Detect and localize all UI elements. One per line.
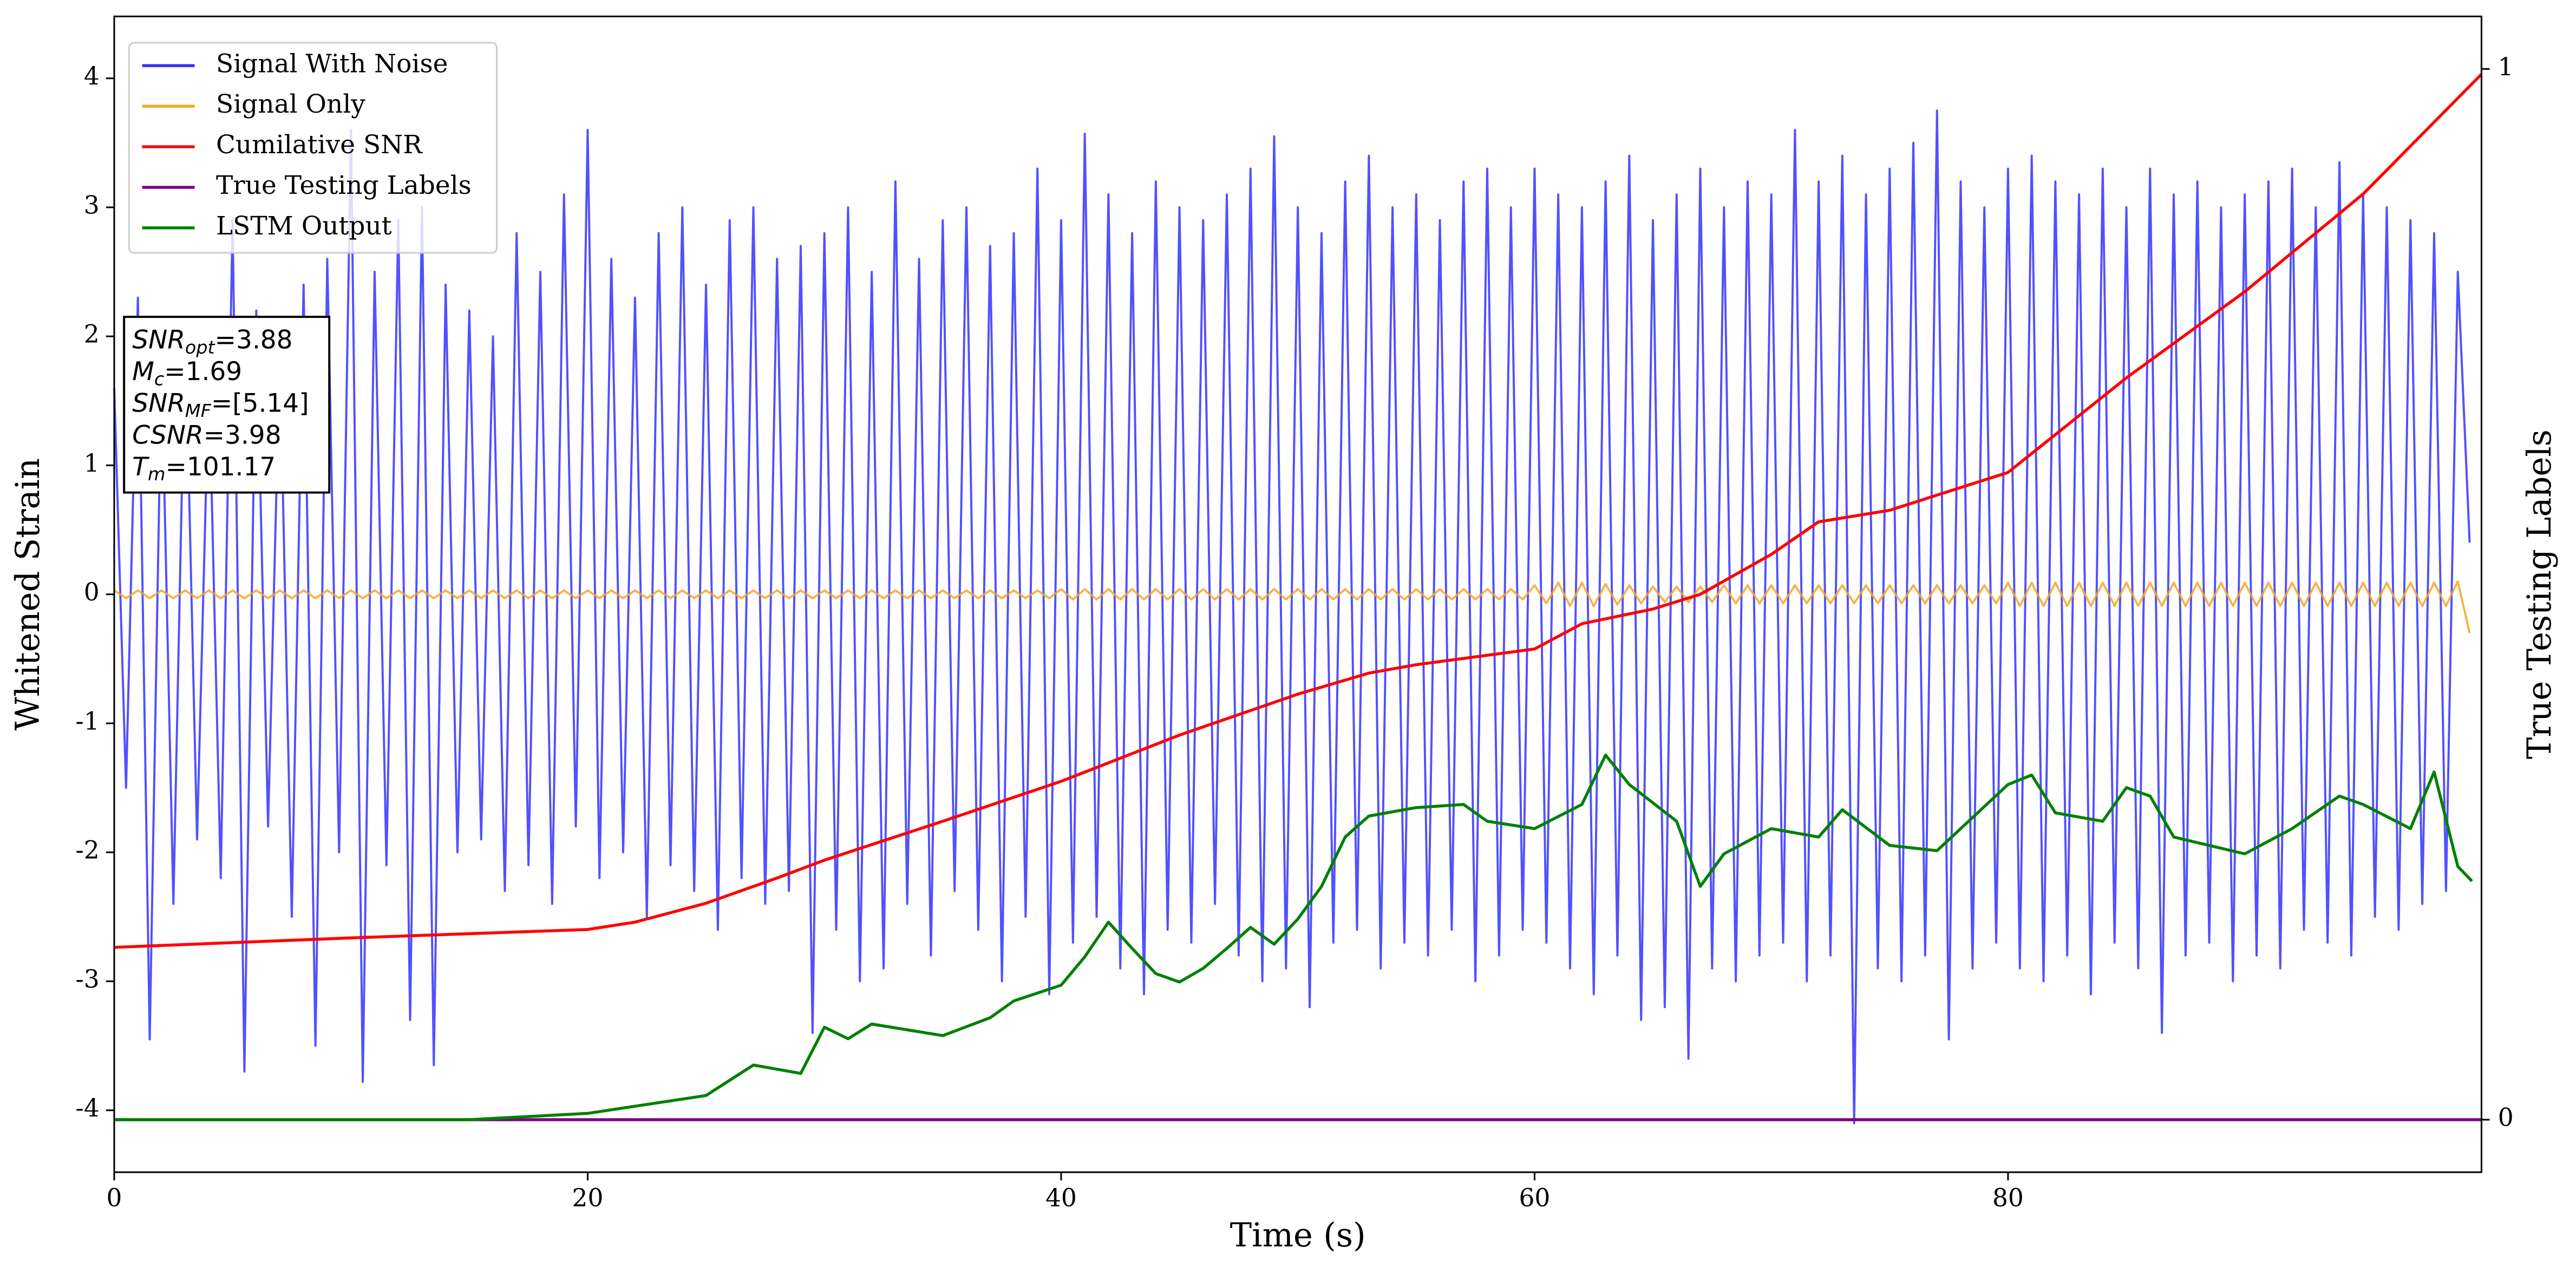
x-tick-label: 20 xyxy=(572,1184,604,1212)
annotation-frame xyxy=(123,316,331,494)
y-tick-label: 1 xyxy=(84,449,100,478)
legend-box xyxy=(128,42,498,254)
y-tick-label: -3 xyxy=(75,965,99,994)
y-tick-label: -1 xyxy=(75,707,99,735)
y-tick-label: -2 xyxy=(75,836,99,865)
annotation-value: =3.98 xyxy=(204,420,282,450)
x-tick-label: 40 xyxy=(1045,1184,1077,1212)
annotation-value: =[5.14] xyxy=(211,388,309,418)
annotation-box: SNRopt=3.88Mc=1.69SNRMF=[5.14]CSNR=3.98T… xyxy=(123,316,331,494)
annotation-symbol: T xyxy=(132,452,149,481)
annotation-symbol: CSNR xyxy=(132,420,203,450)
series-line xyxy=(113,580,2471,633)
legend-label: Signal Only xyxy=(216,89,365,119)
annotation-subscript: opt xyxy=(185,336,216,357)
legend-label: True Testing Labels xyxy=(216,171,472,200)
annotation-line: SNRMF=[5.14] xyxy=(132,388,309,421)
y2-axis-label: True Testing Labels xyxy=(2521,429,2559,759)
annotation-value: =101.17 xyxy=(166,452,276,481)
y2-tick-label: 1 xyxy=(2498,53,2514,81)
series-line xyxy=(113,109,2471,1125)
annotation-line: CSNR=3.98 xyxy=(132,420,281,450)
annotation-subscript: m xyxy=(148,463,165,484)
annotation-subscript: c xyxy=(154,368,164,389)
annotation-line: Tm=101.17 xyxy=(132,452,276,484)
y-tick-label: 3 xyxy=(84,191,100,219)
series-line xyxy=(114,753,2473,1121)
series-line xyxy=(114,73,2483,949)
plot-area xyxy=(113,73,2483,1125)
x-tick-label: 0 xyxy=(106,1184,122,1212)
legend-label: LSTM Output xyxy=(216,211,392,241)
y-tick-label: -4 xyxy=(75,1094,99,1122)
y-tick-label: 0 xyxy=(84,578,100,606)
x-tick-label: 80 xyxy=(1992,1184,2024,1212)
x-tick-label: 60 xyxy=(1519,1184,1551,1212)
y2-tick-label: 0 xyxy=(2498,1103,2514,1132)
annotation-value: =3.88 xyxy=(215,325,293,355)
annotation-symbol: M xyxy=(132,357,154,387)
annotation-symbol: SNR xyxy=(132,325,185,355)
annotation-line: SNRopt=3.88 xyxy=(132,325,292,357)
annotation-value: =1.69 xyxy=(164,357,242,387)
annotation-subscript: MF xyxy=(185,400,212,421)
annotation-symbol: SNR xyxy=(132,388,185,418)
x-axis-label: Time (s) xyxy=(1230,1217,1366,1255)
y-axis-label: Whitened Strain xyxy=(9,458,47,730)
y-tick-label: 4 xyxy=(84,62,100,90)
legend: Signal With Noise Signal Only Cumilative S… xyxy=(128,42,498,254)
y-tick-label: 2 xyxy=(84,320,100,349)
annotation-line: Mc=1.69 xyxy=(132,357,242,389)
legend-label: Signal With Noise xyxy=(216,49,448,79)
legend-label: Cumilative SNR xyxy=(216,130,423,160)
